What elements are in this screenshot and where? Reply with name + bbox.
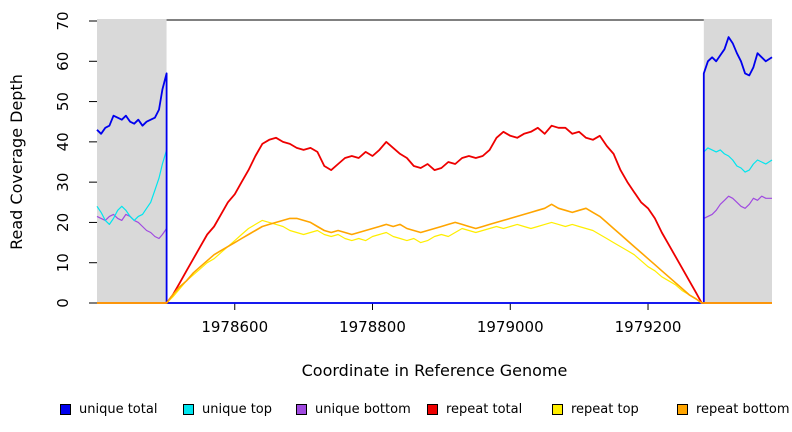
unique-total-swatch-icon bbox=[60, 403, 71, 415]
series-line-repeat-top bbox=[97, 219, 772, 304]
legend-item-unique-total: unique total bbox=[60, 399, 157, 419]
series-line-repeat-total bbox=[97, 124, 772, 304]
legend-item-repeat-top: repeat top bbox=[552, 399, 639, 419]
repeat-top-swatch-icon bbox=[552, 403, 563, 415]
legend-label: repeat bottom bbox=[696, 401, 790, 417]
legend: unique total unique top unique bottom re… bbox=[0, 399, 792, 419]
y-axis-tick-label: 40 bbox=[54, 132, 72, 151]
legend-label: repeat top bbox=[571, 401, 639, 417]
repeat-total-swatch-icon bbox=[427, 403, 438, 415]
legend-item-unique-top: unique top bbox=[183, 399, 272, 419]
legend-label: unique bottom bbox=[315, 401, 411, 417]
y-axis-tick-label: 50 bbox=[54, 92, 72, 111]
legend-item-repeat-total: repeat total bbox=[427, 399, 522, 419]
shaded-region-left bbox=[97, 19, 167, 303]
x-axis-tick-label: 1979200 bbox=[615, 318, 682, 336]
series-line-unique-top bbox=[96, 147, 773, 304]
unique-top-swatch-icon bbox=[183, 403, 194, 415]
x-axis-tick-label: 1978600 bbox=[201, 318, 268, 336]
legend-item-repeat-bottom: repeat bottom bbox=[677, 399, 790, 419]
legend-item-unique-bottom: unique bottom bbox=[296, 399, 411, 419]
legend-label: repeat total bbox=[446, 401, 523, 417]
legend-label: unique top bbox=[202, 401, 273, 417]
y-axis-tick-label: 10 bbox=[54, 253, 72, 272]
y-axis-tick-label: 0 bbox=[54, 298, 72, 308]
shaded-region-right bbox=[703, 19, 772, 303]
x-axis-tick-label: 1978800 bbox=[339, 318, 406, 336]
y-axis-tick-label: 60 bbox=[54, 52, 72, 71]
series-line-repeat-bottom bbox=[97, 203, 772, 304]
y-axis-tick-label: 70 bbox=[54, 11, 72, 30]
repeat-bottom-swatch-icon bbox=[677, 403, 688, 415]
unique-bottom-swatch-icon bbox=[296, 403, 307, 415]
y-axis-tick-label: 30 bbox=[54, 173, 72, 192]
y-axis-tick-label: 20 bbox=[54, 213, 72, 232]
legend-label: unique total bbox=[79, 401, 158, 417]
x-axis-tick-label: 1979000 bbox=[477, 318, 544, 336]
